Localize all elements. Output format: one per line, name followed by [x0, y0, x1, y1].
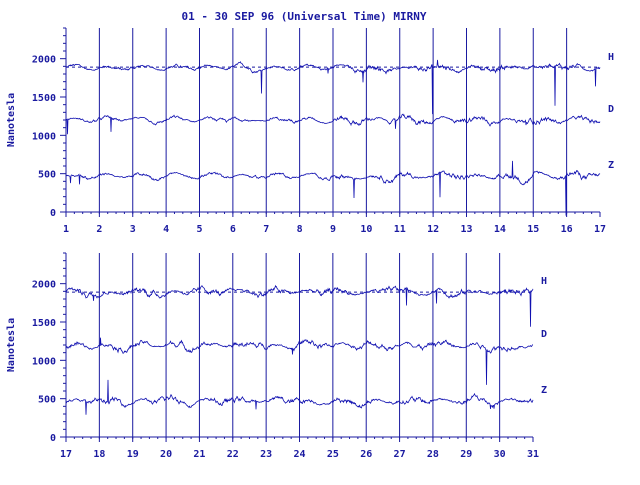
y-tick-label: 2000 [32, 55, 56, 66]
y-tick-label: 2000 [32, 280, 56, 291]
x-tick-label: 17 [594, 224, 606, 235]
y-tick-label: 1500 [32, 93, 56, 104]
x-tick-label: 10 [360, 224, 372, 235]
x-tick-label: 13 [460, 224, 472, 235]
x-tick-label: 4 [163, 224, 169, 235]
x-tick-label: 6 [230, 224, 236, 235]
x-tick-label: 8 [297, 224, 303, 235]
x-tick-label: 5 [196, 224, 202, 235]
x-tick-label: 11 [394, 224, 406, 235]
x-tick-label: 15 [527, 224, 539, 235]
chart-title: 01 - 30 SEP 96 (Universal Time) MIRNY [181, 10, 426, 23]
series-label-h: H [608, 52, 614, 63]
series-line-h [65, 284, 534, 327]
x-tick-label: 18 [93, 449, 105, 460]
x-tick-label: 19 [127, 449, 139, 460]
y-tick-label: 0 [50, 208, 56, 219]
x-tick-label: 28 [427, 449, 439, 460]
series-label-z: Z [541, 385, 547, 396]
series-line-z [65, 379, 534, 415]
y-axis-label: Nanotesla [6, 93, 17, 147]
x-tick-label: 23 [260, 449, 272, 460]
series-label-h: H [541, 276, 547, 287]
series-label-d: D [541, 329, 547, 340]
x-tick-label: 26 [360, 449, 372, 460]
x-tick-label: 24 [293, 449, 305, 460]
y-tick-label: 500 [38, 395, 56, 406]
series-line-z [65, 160, 601, 216]
x-tick-label: 2 [96, 224, 102, 235]
y-tick-label: 0 [50, 433, 56, 444]
x-tick-label: 3 [130, 224, 136, 235]
x-tick-label: 31 [527, 449, 539, 460]
series-label-d: D [608, 104, 614, 115]
y-tick-label: 1500 [32, 318, 56, 329]
lower-panel: 0 500 1000 1500 2000 17 18 19 20 21 22 23 24 25 26 27 28… [6, 252, 547, 460]
series-line-h [65, 59, 601, 115]
x-tick-label: 12 [427, 224, 439, 235]
y-axis-label: Nanotesla [6, 318, 17, 372]
x-tick-label: 25 [327, 449, 339, 460]
x-tick-label: 29 [460, 449, 472, 460]
series-line-d [65, 337, 534, 385]
x-tick-label: 1 [63, 224, 69, 235]
series-line-d [65, 113, 601, 135]
y-tick-label: 1000 [32, 356, 56, 367]
x-tick-label: 17 [60, 449, 72, 460]
x-tick-label: 7 [263, 224, 269, 235]
y-tick-label: 1000 [32, 131, 56, 142]
series-label-z: Z [608, 160, 614, 171]
x-tick-label: 30 [494, 449, 506, 460]
x-tick-label: 16 [561, 224, 573, 235]
x-tick-label: 20 [160, 449, 172, 460]
y-tick-label: 500 [38, 170, 56, 181]
x-tick-label: 9 [330, 224, 336, 235]
x-tick-label: 22 [227, 449, 239, 460]
x-tick-label: 14 [494, 224, 506, 235]
x-tick-label: 21 [193, 449, 205, 460]
x-tick-label: 27 [394, 449, 406, 460]
